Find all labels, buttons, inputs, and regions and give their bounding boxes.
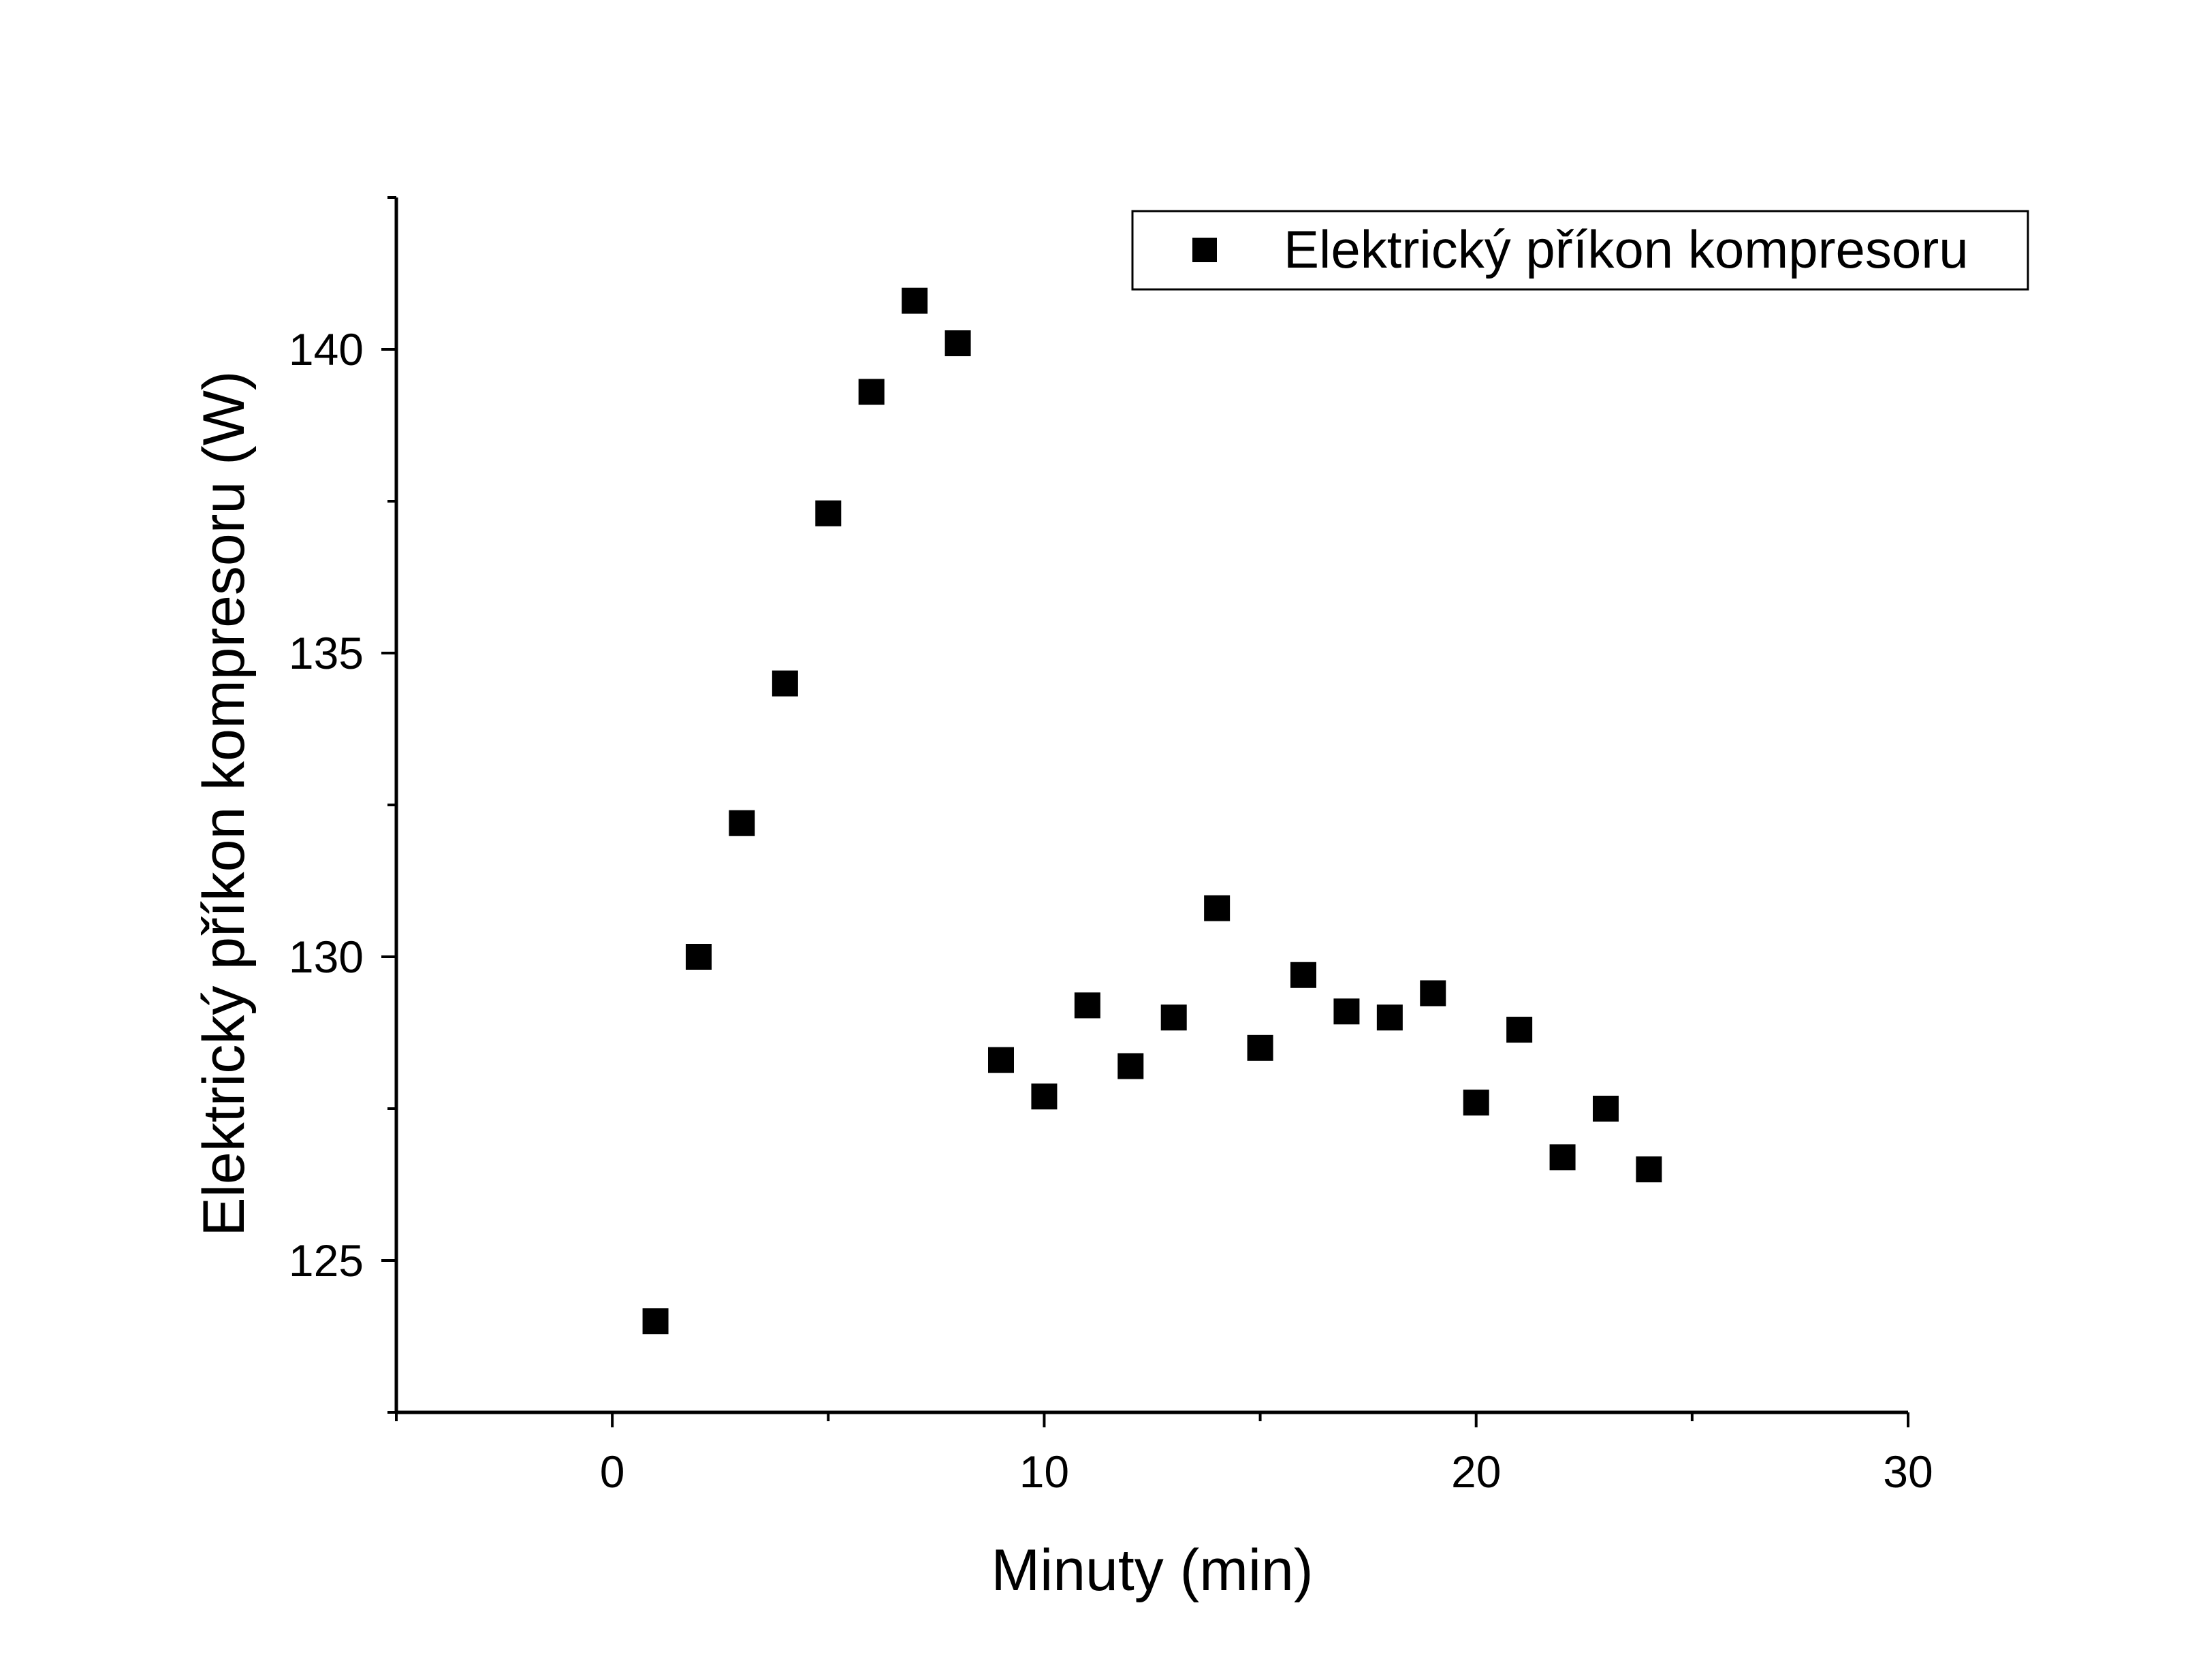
data-point bbox=[1376, 1004, 1403, 1031]
data-point bbox=[1117, 1053, 1144, 1079]
data-point bbox=[1074, 992, 1100, 1019]
legend-marker bbox=[1192, 238, 1217, 262]
axes: 0 10 20 30 125 130 135 140 bbox=[289, 196, 1933, 1497]
data-point bbox=[858, 379, 885, 405]
data-point bbox=[1463, 1090, 1489, 1116]
data-point bbox=[1636, 1156, 1662, 1183]
data-point bbox=[772, 670, 798, 697]
data-point bbox=[988, 1047, 1014, 1073]
data-point bbox=[1506, 1017, 1533, 1043]
data-point bbox=[1290, 962, 1316, 988]
legend-label: Elektrický příkon kompresoru bbox=[1284, 219, 1969, 279]
y-tick-label: 125 bbox=[289, 1235, 364, 1286]
data-point bbox=[686, 944, 712, 970]
y-tick-label: 130 bbox=[289, 932, 364, 982]
x-tick-label: 20 bbox=[1451, 1446, 1501, 1497]
data-point bbox=[1160, 1004, 1187, 1031]
data-point bbox=[1333, 998, 1360, 1025]
legend: Elektrický příkon kompresoru bbox=[1131, 210, 2029, 291]
x-tick-label: 10 bbox=[1019, 1446, 1069, 1497]
legend-box bbox=[1131, 210, 2029, 291]
data-point bbox=[1031, 1083, 1058, 1110]
data-point bbox=[1593, 1096, 1619, 1122]
data-point bbox=[945, 330, 971, 357]
y-tick-label: 140 bbox=[289, 324, 364, 375]
y-tick-label: 135 bbox=[289, 628, 364, 678]
data-point bbox=[642, 1308, 669, 1335]
data-point bbox=[902, 287, 928, 314]
data-point bbox=[1549, 1144, 1576, 1171]
data-points bbox=[642, 287, 1662, 1335]
y-axis-title: Elektrický příkon kompresoru (W) bbox=[191, 370, 257, 1236]
x-axis-title: Minuty (min) bbox=[991, 1538, 1313, 1603]
data-point bbox=[729, 810, 755, 836]
data-point bbox=[1420, 980, 1446, 1007]
data-point bbox=[1247, 1034, 1273, 1061]
data-point bbox=[1204, 895, 1231, 921]
data-point bbox=[815, 500, 842, 526]
x-tick-label: 30 bbox=[1883, 1446, 1933, 1497]
x-tick-label: 0 bbox=[600, 1446, 625, 1497]
